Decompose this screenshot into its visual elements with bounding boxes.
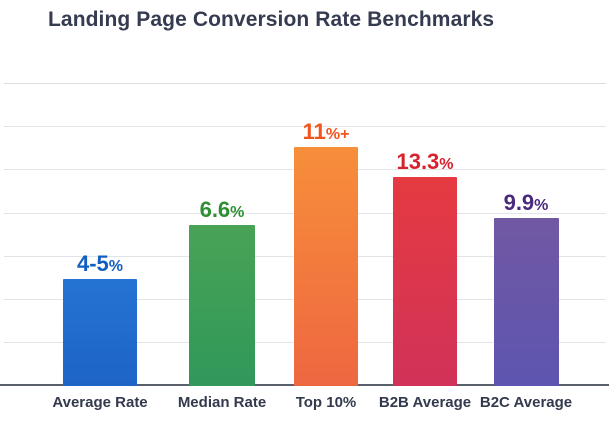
bar-value-big: 4-5 xyxy=(76,251,109,277)
bar-value-label: 4-5% xyxy=(77,252,123,276)
bar-value-small: % xyxy=(439,156,454,174)
category-label: B2C Average xyxy=(479,394,573,411)
bar xyxy=(63,279,137,386)
bar-column: 11%+ xyxy=(261,120,391,386)
bar-value-small: % xyxy=(534,197,549,215)
bar-value-label: 13.3% xyxy=(396,150,453,174)
gridline xyxy=(4,126,606,127)
bar xyxy=(393,177,457,386)
bar xyxy=(189,225,255,386)
category-label: B2B Average xyxy=(378,394,472,411)
bar-value-small: %+ xyxy=(325,126,350,144)
bar-value-big: 9.9 xyxy=(503,190,535,216)
bar-column: 9.9% xyxy=(461,191,591,386)
bar-column: 4-5% xyxy=(35,252,165,386)
bar-value-big: 13.3 xyxy=(396,149,440,175)
bar-value-small: % xyxy=(230,204,245,222)
bar-value-label: 6.6% xyxy=(200,198,245,222)
category-label: Average Rate xyxy=(52,394,148,411)
chart-title: Landing Page Conversion Rate Benchmarks xyxy=(48,8,495,31)
bar xyxy=(493,218,559,386)
bar-value-label: 11%+ xyxy=(303,120,350,144)
gridline xyxy=(4,83,606,84)
bar-column: 13.3% xyxy=(360,150,490,386)
bar xyxy=(294,147,358,386)
category-label: Top 10% xyxy=(295,394,357,411)
bar-value-label: 9.9% xyxy=(504,191,549,215)
bar-column: 6.6% xyxy=(157,198,287,386)
bar-value-small: % xyxy=(108,258,124,276)
category-label: Median Rate xyxy=(177,394,267,411)
bar-value-big: 6.6 xyxy=(199,197,231,223)
bar-value-big: 11 xyxy=(302,119,326,145)
